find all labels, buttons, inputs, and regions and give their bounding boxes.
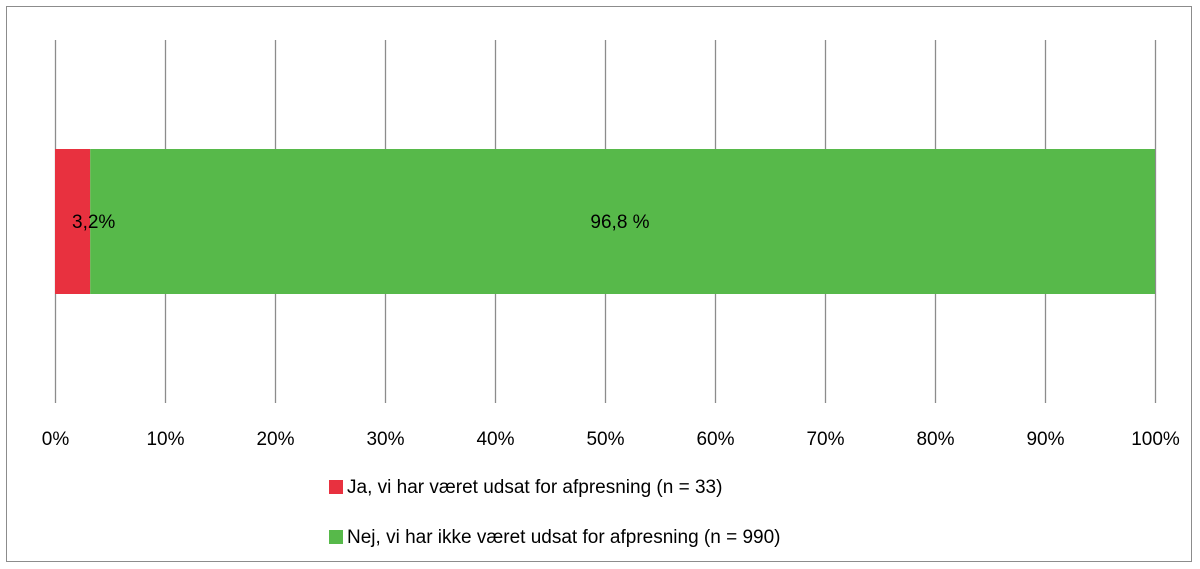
x-tick-label: 10% [146,429,184,450]
bar-segment [90,149,1156,294]
legend-label: Ja, vi har været udsat for afpresning (n… [347,477,722,498]
x-tick-label: 20% [256,429,294,450]
legend: Ja, vi har været udsat for afpresning (n… [329,477,781,548]
x-tick-label: 90% [1026,429,1064,450]
x-axis-tick-labels: 0% 10% 20% 30% 40% 50% 60% 70% 80% 90% 100% [42,429,1180,450]
legend-label: Nej, vi har ikke været udsat for afpresn… [347,527,781,548]
x-tick-label: 50% [586,429,624,450]
x-tick-label: 30% [366,429,404,450]
x-tick-label: 0% [42,429,70,450]
data-label: 3,2% [72,212,115,233]
legend-swatch [329,480,343,494]
legend-swatch [329,530,343,544]
data-label: 96,8 % [590,212,649,233]
bar-segment [55,149,91,294]
x-tick-label: 80% [916,429,954,450]
x-tick-label: 40% [476,429,514,450]
data-labels: 3,2% 96,8 % [72,212,650,233]
x-tick-label: 100% [1131,429,1180,450]
x-tick-label: 70% [806,429,844,450]
bars [55,149,1156,294]
x-tick-label: 60% [696,429,734,450]
